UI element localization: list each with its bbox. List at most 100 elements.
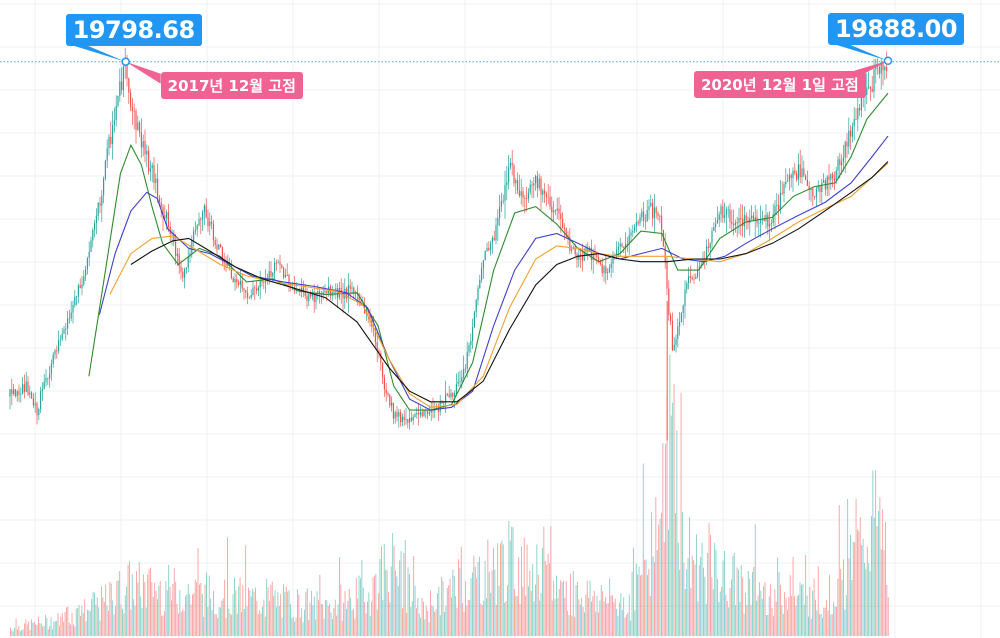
candle-body xyxy=(751,215,753,218)
volume-bar xyxy=(141,608,143,636)
candle-body xyxy=(880,61,882,74)
candle-body xyxy=(837,159,839,171)
candle-body xyxy=(713,226,715,231)
volume-bar xyxy=(21,630,23,636)
candle-body xyxy=(268,271,270,281)
volume-bar xyxy=(245,545,247,636)
volume-bar xyxy=(546,564,548,636)
candle-body xyxy=(832,174,834,179)
volume-bar xyxy=(512,527,514,636)
candle-body xyxy=(657,213,659,216)
candle-body xyxy=(659,215,661,217)
candle-body xyxy=(490,242,492,251)
candle-body xyxy=(538,178,540,189)
candle-body xyxy=(311,293,313,297)
candle-body xyxy=(99,203,101,206)
volume-bar xyxy=(101,586,102,636)
candle-body xyxy=(760,219,762,223)
volume-bar xyxy=(651,512,653,636)
volume-bar xyxy=(425,605,427,636)
candle-body xyxy=(743,215,745,227)
volume-bar xyxy=(162,615,164,636)
candle-body xyxy=(585,247,587,252)
volume-bar xyxy=(392,533,394,636)
candle-body xyxy=(619,243,621,247)
candle-body xyxy=(475,300,477,313)
volume-bar xyxy=(729,588,731,636)
volume-bar xyxy=(277,592,279,636)
volume-bar xyxy=(875,470,877,636)
volume-bar xyxy=(619,602,620,636)
volume-bar xyxy=(754,524,756,636)
volume-bar xyxy=(31,619,32,636)
volume-bar xyxy=(663,542,665,636)
volume-bar xyxy=(539,600,541,636)
volume-bar xyxy=(752,572,753,636)
candle-body xyxy=(259,281,261,288)
volume-bar xyxy=(586,580,588,636)
volume-bar xyxy=(742,577,744,636)
volume-bar xyxy=(845,594,847,636)
candle-body xyxy=(752,215,754,221)
volume-bar xyxy=(698,565,700,636)
candle-body xyxy=(13,389,15,394)
volume-bar xyxy=(862,538,864,636)
candle-body xyxy=(113,120,115,126)
volume-bar xyxy=(347,600,349,636)
candle-body xyxy=(670,315,672,322)
candle-body xyxy=(455,383,457,394)
volume-bar xyxy=(518,557,520,636)
candle-body xyxy=(511,162,513,166)
candle-body xyxy=(410,417,412,421)
candle-body xyxy=(25,381,27,392)
volume-bar xyxy=(477,561,479,636)
candle-body xyxy=(56,350,58,352)
volume-bar xyxy=(361,559,363,636)
volume-bar xyxy=(661,512,662,636)
volume-bar xyxy=(395,570,396,636)
volume-bar xyxy=(679,569,681,636)
volume-bar xyxy=(164,611,165,636)
volume-bar xyxy=(246,606,248,636)
candle-body xyxy=(324,290,326,293)
candle-body xyxy=(299,289,301,292)
candle-body xyxy=(14,389,16,397)
candle-body xyxy=(607,272,609,274)
candle-body xyxy=(650,202,652,207)
volume-bar xyxy=(306,588,308,636)
volume-bar xyxy=(810,618,812,636)
candle-body xyxy=(805,175,807,180)
candle-body xyxy=(22,384,24,395)
candle-body xyxy=(76,296,78,298)
volume-bar xyxy=(589,580,591,636)
volume-bar xyxy=(784,592,786,636)
volume-bar xyxy=(353,608,354,636)
volume-bar xyxy=(560,580,562,636)
volume-bar xyxy=(369,615,371,636)
candle-body xyxy=(520,191,522,196)
volume-bar xyxy=(728,607,730,636)
volume-bar xyxy=(516,596,518,636)
candle-body xyxy=(725,209,727,216)
volume-bar xyxy=(757,595,759,636)
candle-body xyxy=(495,225,497,241)
candle-body xyxy=(77,285,79,297)
peak-2017-note-label: 2017년 12월 고점 xyxy=(160,71,303,99)
volume-bar xyxy=(789,575,791,636)
candle-body xyxy=(302,287,304,292)
volume-bar xyxy=(61,613,63,636)
volume-bar xyxy=(535,584,536,636)
volume-bar xyxy=(488,571,490,636)
volume-bar xyxy=(792,556,794,636)
volume-bar xyxy=(761,598,763,636)
candle-body xyxy=(290,285,292,288)
candle-body xyxy=(652,202,654,219)
volume-bar xyxy=(33,621,35,636)
candle-body xyxy=(709,243,711,248)
volume-bar xyxy=(731,579,732,636)
volume-bar xyxy=(427,611,429,636)
volume-bar xyxy=(640,575,641,636)
candle-body xyxy=(445,393,447,404)
volume-bar xyxy=(25,619,27,636)
